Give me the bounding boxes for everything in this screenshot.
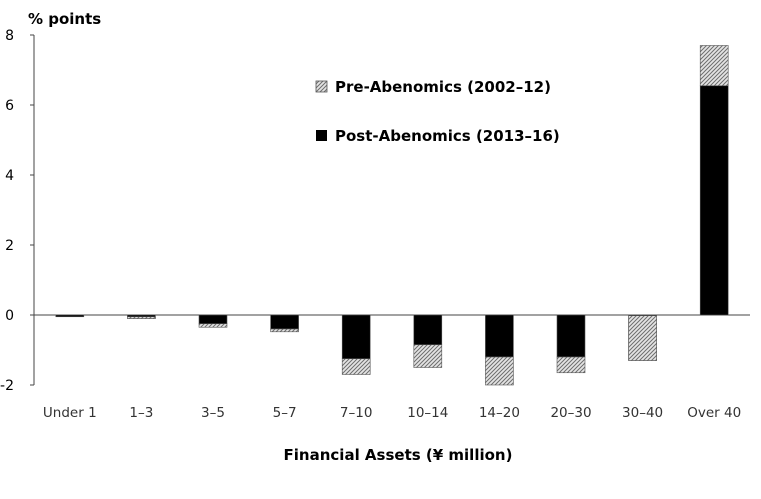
x-tick-label: 7–10 — [340, 405, 373, 421]
x-tick-labels: Under 1 1–3 3–5 5–7 7–10 10–14 14–20 20–30 30–40… — [43, 405, 741, 421]
y-tick-label: -2 — [0, 378, 14, 394]
bar-pre-abenomics — [127, 316, 156, 319]
x-tick-label: 5–7 — [273, 405, 297, 421]
bar-pre-abenomics — [485, 356, 514, 386]
bar-pre-abenomics — [628, 315, 657, 361]
bar-post-abenomics — [270, 314, 299, 330]
bar-post-abenomics — [198, 314, 228, 325]
x-tick-label: 3–5 — [201, 405, 225, 421]
bar-pre-abenomics — [556, 356, 586, 374]
x-tick-label: Under 1 — [43, 405, 97, 421]
y-tick-label: 2 — [5, 238, 14, 254]
legend-label-post: Post-Abenomics (2013–16) — [335, 127, 560, 145]
y-unit-label: % points — [28, 10, 101, 28]
x-tick-label: 20–30 — [550, 405, 591, 421]
x-tick-label: Over 40 — [687, 405, 741, 421]
x-tick-label: 14–20 — [479, 405, 520, 421]
bar-pre-abenomics — [198, 323, 228, 328]
legend-swatch-pre — [315, 80, 328, 93]
legend-swatch-post — [316, 130, 327, 141]
y-tick-label: 0 — [5, 308, 14, 324]
bar-pre-abenomics — [413, 344, 443, 368]
bar-post-abenomics — [413, 314, 443, 346]
y-tick-label: 8 — [5, 28, 14, 44]
bars — [55, 45, 729, 386]
x-tick-label: 30–40 — [622, 405, 663, 421]
x-axis-title: Financial Assets (¥ million) — [284, 446, 513, 464]
y-tick-labels: -2 0 2 4 6 8 — [0, 28, 34, 394]
legend: Pre-Abenomics (2002–12) Post-Abenomics (… — [315, 78, 560, 145]
bar-pre-abenomics — [270, 328, 299, 333]
bar-post-abenomics — [55, 314, 85, 318]
bar-post-abenomics — [341, 314, 371, 360]
bar-post-abenomics — [699, 85, 729, 316]
bar-post-abenomics — [556, 314, 586, 358]
x-tick-label: 1–3 — [129, 405, 153, 421]
x-tick-label: 10–14 — [407, 405, 448, 421]
y-tick-label: 4 — [5, 168, 14, 184]
legend-label-pre: Pre-Abenomics (2002–12) — [335, 78, 551, 96]
y-tick-label: 6 — [5, 98, 14, 114]
bar-pre-abenomics — [699, 45, 729, 87]
bar-post-abenomics — [485, 314, 514, 358]
bar-pre-abenomics — [341, 358, 371, 375]
